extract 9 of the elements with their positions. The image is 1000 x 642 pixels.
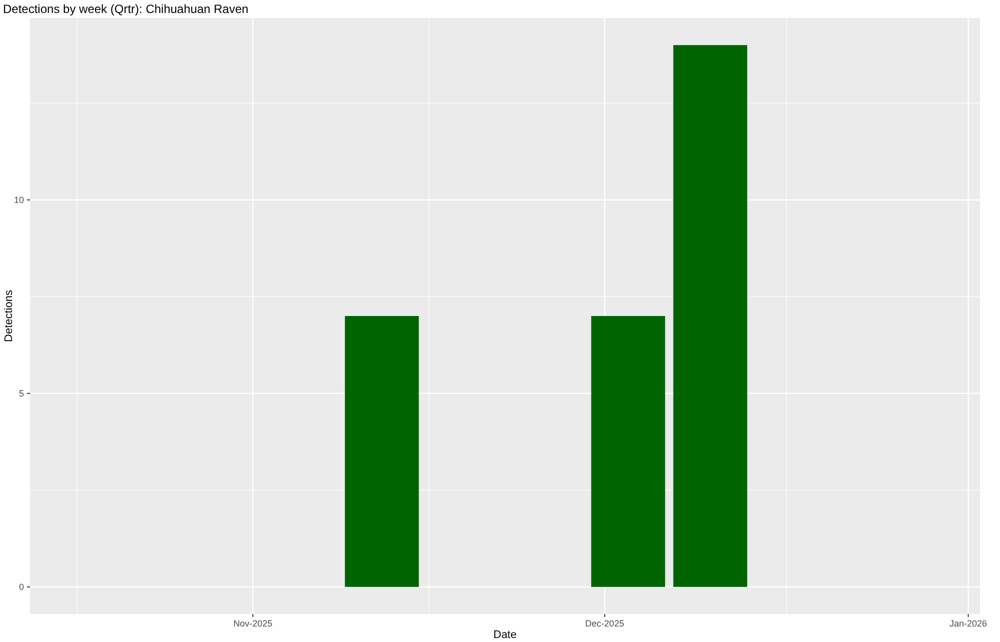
y-tick-label: 5 <box>18 388 24 398</box>
x-tick-label: Nov-2025 <box>233 618 272 628</box>
x-tick-label: Jan-2026 <box>950 618 988 628</box>
x-axis-title: Date <box>493 629 517 641</box>
y-tick-label: 0 <box>18 582 24 592</box>
x-tick-label: Dec-2025 <box>585 618 624 628</box>
chart-title: Detections by week (Qrtr): Chihuahuan Raven <box>3 2 248 16</box>
y-axis-title: Detections <box>3 290 15 342</box>
y-tick-label: 10 <box>14 194 24 205</box>
